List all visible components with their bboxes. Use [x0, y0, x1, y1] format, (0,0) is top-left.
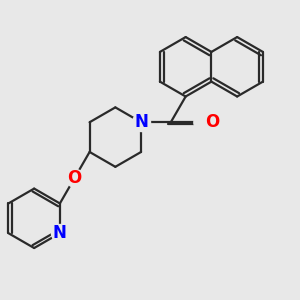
Text: N: N	[53, 224, 67, 242]
Text: N: N	[134, 113, 148, 131]
Text: O: O	[205, 113, 219, 131]
Text: O: O	[68, 169, 82, 187]
